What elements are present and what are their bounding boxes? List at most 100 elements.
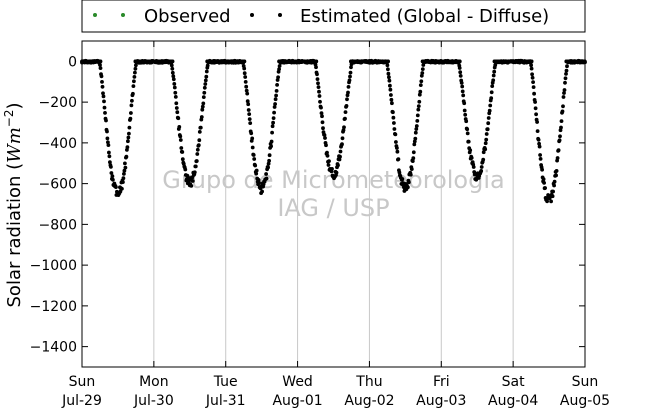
data-point <box>562 88 567 92</box>
data-point <box>491 73 496 78</box>
watermark-text: IAG / USP <box>277 194 389 222</box>
data-point <box>348 70 353 75</box>
data-point <box>562 91 566 95</box>
data-point <box>392 127 397 131</box>
data-point <box>247 112 252 116</box>
data-point <box>126 135 131 140</box>
data-point <box>248 121 253 125</box>
data-point <box>133 70 137 75</box>
data-point <box>114 185 118 190</box>
data-point <box>200 107 205 112</box>
data-point <box>542 181 546 185</box>
data-point <box>107 150 111 155</box>
data-point <box>111 177 115 182</box>
data-point <box>414 124 419 128</box>
data-point <box>180 157 185 162</box>
data-point <box>413 130 418 135</box>
data-point <box>545 199 549 204</box>
data-point <box>130 98 134 103</box>
data-point <box>531 80 535 84</box>
data-point <box>348 74 352 79</box>
legend-label-estimated: Estimated (Global - Diffuse) <box>300 6 549 27</box>
data-point <box>538 153 542 157</box>
data-point <box>109 165 113 169</box>
data-point <box>245 91 250 96</box>
data-point <box>109 171 114 175</box>
data-point <box>466 139 471 144</box>
data-point <box>127 125 132 130</box>
data-point <box>557 138 562 143</box>
data-point <box>205 63 210 68</box>
data-point <box>559 125 563 130</box>
data-point <box>336 163 340 168</box>
data-point <box>195 152 200 156</box>
x-tick-label-day: Fri <box>433 374 450 390</box>
data-point <box>134 63 138 68</box>
data-point <box>100 80 104 84</box>
data-point <box>102 105 107 110</box>
data-point <box>242 71 247 76</box>
data-point <box>193 164 198 169</box>
y-tick-label: −200 <box>39 95 77 111</box>
data-point <box>178 134 183 139</box>
data-point <box>563 76 568 81</box>
data-point <box>338 149 343 154</box>
data-point <box>391 115 396 120</box>
data-point <box>247 117 252 121</box>
data-point <box>121 176 126 181</box>
data-point <box>272 110 276 115</box>
data-point <box>481 150 486 155</box>
x-tick-label-date: Jul-30 <box>133 393 174 409</box>
data-point <box>417 92 422 97</box>
data-point <box>194 159 199 163</box>
data-point <box>274 89 279 93</box>
data-point <box>204 74 209 79</box>
data-point <box>387 75 391 80</box>
data-point <box>124 154 129 159</box>
data-point <box>479 165 484 169</box>
y-tick-label: −800 <box>39 217 77 233</box>
data-point <box>201 95 206 99</box>
data-point <box>132 75 137 79</box>
data-point <box>535 120 539 124</box>
data-point <box>486 121 491 126</box>
data-point <box>458 74 463 78</box>
data-point <box>458 70 463 75</box>
data-point <box>245 99 250 104</box>
data-point <box>561 95 566 99</box>
data-point <box>131 84 136 88</box>
data-point <box>171 74 176 79</box>
data-point <box>326 163 331 167</box>
data-point <box>407 180 411 185</box>
data-point <box>319 105 323 110</box>
data-point <box>170 70 175 75</box>
data-point <box>316 85 321 89</box>
data-point <box>171 77 176 82</box>
data-point <box>389 97 394 102</box>
data-point <box>324 143 328 148</box>
data-point <box>123 161 127 166</box>
data-point <box>413 136 418 141</box>
data-point <box>101 91 105 96</box>
x-tick-label-date: Jul-31 <box>205 393 246 409</box>
data-point <box>540 167 544 172</box>
data-point <box>104 118 108 123</box>
data-point <box>132 79 136 84</box>
x-tick-label-date: Aug-03 <box>416 393 466 409</box>
data-point <box>322 133 327 137</box>
data-point <box>390 101 394 106</box>
y-tick-label: −1000 <box>30 258 77 274</box>
data-point <box>133 66 138 71</box>
data-point <box>334 170 339 175</box>
data-point <box>465 131 470 136</box>
y-tick-label: −600 <box>39 177 77 193</box>
x-tick-label-date: Aug-05 <box>560 393 610 409</box>
data-point <box>349 65 353 70</box>
data-point <box>394 140 398 144</box>
legend-marker-estimated <box>278 13 282 17</box>
data-point <box>325 150 329 155</box>
data-point <box>264 176 269 181</box>
data-point <box>172 82 177 86</box>
data-point <box>103 111 107 115</box>
